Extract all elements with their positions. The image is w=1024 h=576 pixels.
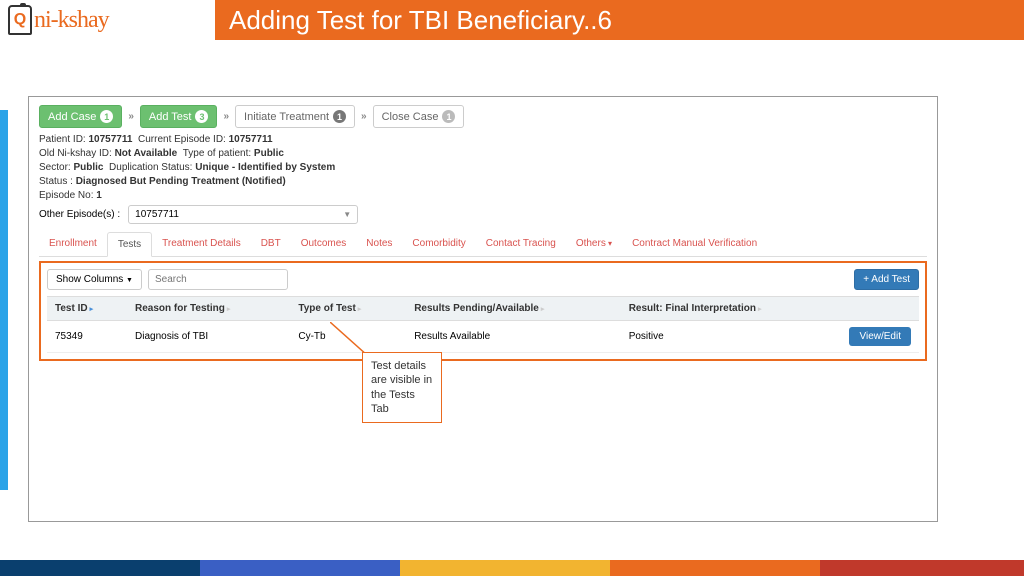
close-label: Close Case <box>382 111 439 123</box>
tab-dbt[interactable]: DBT <box>251 232 291 256</box>
tab-enrollment[interactable]: Enrollment <box>39 232 107 256</box>
logo: Q ni-kshay <box>0 5 215 35</box>
cell-test-id: 75349 <box>47 321 127 353</box>
callout-box: Test details are visible in the Tests Ta… <box>362 352 442 423</box>
cell-reason: Diagnosis of TBI <box>127 321 290 353</box>
add-test-badge: 3 <box>195 110 208 123</box>
meta-line-4: Status : Diagnosed But Pending Treatment… <box>39 176 927 187</box>
table-row: 75349 Diagnosis of TBI Cy-Tb Results Ava… <box>47 321 919 353</box>
slide-header: Q ni-kshay Adding Test for TBI Beneficia… <box>0 0 1024 40</box>
cell-type: Cy-Tb <box>290 321 406 353</box>
initiate-label: Initiate Treatment <box>244 111 329 123</box>
show-columns-button[interactable]: Show Columns ▼ <box>47 269 142 290</box>
initiate-treatment-button[interactable]: Initiate Treatment 1 <box>235 105 355 128</box>
initiate-badge: 1 <box>333 110 346 123</box>
view-edit-button[interactable]: View/Edit <box>849 327 911 346</box>
tests-panel: Show Columns ▼ + Add Test Test ID▸Reason… <box>39 261 927 361</box>
chevron-right-icon: » <box>361 111 367 122</box>
cell-results: Results Available <box>406 321 621 353</box>
other-episode-select[interactable]: 10757711 ▼ <box>128 205 358 224</box>
col-header[interactable]: Reason for Testing▸ <box>127 297 290 321</box>
tests-table: Test ID▸Reason for Testing▸Type of Test▸… <box>47 296 919 353</box>
close-badge: 1 <box>442 110 455 123</box>
add-case-badge: 1 <box>100 110 113 123</box>
close-case-button[interactable]: Close Case1 <box>373 105 465 128</box>
add-case-button[interactable]: Add Case 1 <box>39 105 122 128</box>
col-header[interactable]: Test ID▸ <box>47 297 127 321</box>
add-test-button[interactable]: Add Test3 <box>140 105 218 128</box>
add-case-label: Add Case <box>48 111 96 123</box>
tab-tests[interactable]: Tests <box>107 232 152 257</box>
footer-bar <box>0 560 1024 576</box>
logo-text: ni-kshay <box>34 7 109 34</box>
breadcrumb-row: Add Case 1 » Add Test3 » Initiate Treatme… <box>39 105 927 128</box>
app-frame: Add Case 1 » Add Test3 » Initiate Treatme… <box>28 96 938 522</box>
tab-others[interactable]: Others ▾ <box>566 232 622 256</box>
tab-contact-tracing[interactable]: Contact Tracing <box>476 232 566 256</box>
meta-line-5: Episode No: 1 <box>39 190 927 201</box>
tab-outcomes[interactable]: Outcomes <box>291 232 357 256</box>
chevron-down-icon: ▼ <box>343 210 351 219</box>
cell-interp: Positive <box>621 321 839 353</box>
page-title: Adding Test for TBI Beneficiary..6 <box>215 0 1024 40</box>
chevron-right-icon: » <box>223 111 229 122</box>
col-header[interactable]: Result: Final Interpretation▸ <box>621 297 839 321</box>
other-episode-label: Other Episode(s) : <box>39 209 120 220</box>
add-test-button-toolbar[interactable]: + Add Test <box>854 269 919 290</box>
tabs: EnrollmentTestsTreatment DetailsDBTOutco… <box>39 232 927 257</box>
footer-segment <box>200 560 400 576</box>
search-input[interactable] <box>148 269 288 290</box>
footer-segment <box>820 560 1024 576</box>
meta-line-3: Sector: Public Duplication Status: Uniqu… <box>39 162 927 173</box>
footer-segment <box>0 560 200 576</box>
chevron-right-icon: » <box>128 111 134 122</box>
side-accent-bar <box>0 110 8 490</box>
col-header[interactable] <box>839 297 919 321</box>
other-episode-row: Other Episode(s) : 10757711 ▼ <box>39 205 927 224</box>
tab-contract-manual-verification[interactable]: Contract Manual Verification <box>622 232 767 256</box>
meta-line-1: Patient ID: 10757711 Current Episode ID:… <box>39 134 927 145</box>
meta-line-2: Old Ni-kshay ID: Not Available Type of p… <box>39 148 927 159</box>
tab-treatment-details[interactable]: Treatment Details <box>152 232 251 256</box>
col-header[interactable]: Type of Test▸ <box>290 297 406 321</box>
tab-comorbidity[interactable]: Comorbidity <box>402 232 475 256</box>
other-episode-value: 10757711 <box>135 209 179 220</box>
add-test-label: Add Test <box>149 111 192 123</box>
footer-segment <box>400 560 610 576</box>
tests-toolbar: Show Columns ▼ + Add Test <box>47 269 919 290</box>
logo-phone-icon: Q <box>8 5 32 35</box>
footer-segment <box>610 560 820 576</box>
tab-notes[interactable]: Notes <box>356 232 402 256</box>
col-header[interactable]: Results Pending/Available▸ <box>406 297 621 321</box>
